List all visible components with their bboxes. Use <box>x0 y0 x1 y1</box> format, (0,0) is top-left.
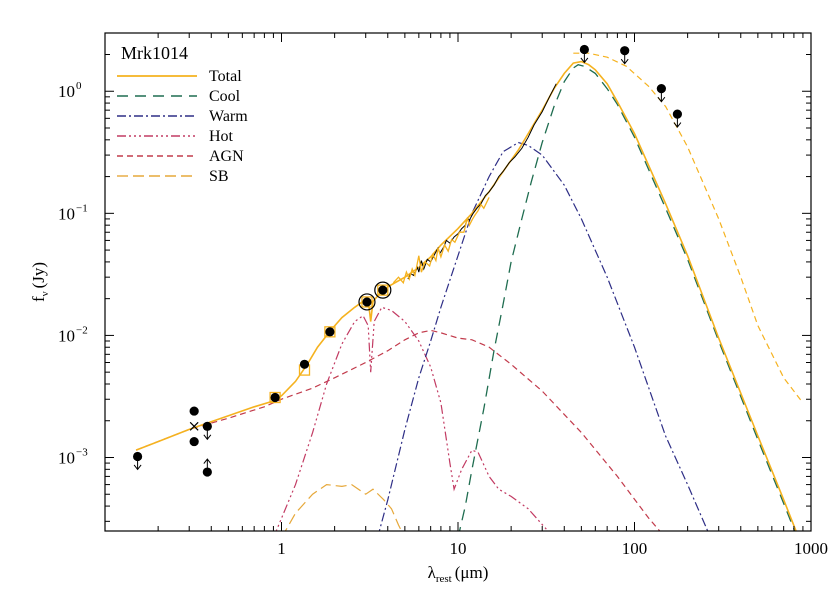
fir-extrapolation-line <box>573 52 804 404</box>
upper-limit-arrow-11 <box>580 49 589 64</box>
y-axis-label: fν(Jy) <box>29 262 51 302</box>
upper-limit-arrow-12 <box>620 50 629 65</box>
series-hot-line <box>275 306 549 531</box>
photometry-point-1 <box>189 406 199 416</box>
photometry-layer <box>132 44 682 477</box>
y-tick-label: 10 <box>58 326 75 345</box>
series-sb-line <box>284 483 403 531</box>
upper-limit-arrow-13 <box>657 88 666 103</box>
photometry-cross-3 <box>189 421 199 431</box>
model-square-4 <box>377 284 389 296</box>
photometry-point-2 <box>189 436 199 447</box>
photometry-point-10 <box>378 285 388 295</box>
y-tick-label: 10 <box>58 204 75 223</box>
photometry-point-9 <box>362 297 372 307</box>
upper-limit-arrow-4 <box>203 426 212 441</box>
series-warm-line <box>378 141 709 531</box>
model-square-3 <box>361 296 373 308</box>
series-agn-line <box>135 329 661 531</box>
y-tick-exponent: −3 <box>76 446 88 458</box>
y-tick-exponent: −1 <box>76 202 88 214</box>
x-tick-label: 100 <box>622 539 648 558</box>
series-total-line <box>135 60 797 531</box>
y-tick-exponent: −2 <box>76 324 88 336</box>
legend-label-hot: Hot <box>209 128 234 145</box>
x-tick-label: 10 <box>450 539 467 558</box>
legend-label-total: Total <box>209 68 242 85</box>
model-circle-0 <box>358 293 376 311</box>
photometry-point-7 <box>299 359 310 369</box>
curves-layer <box>135 52 804 531</box>
model-circle-1 <box>374 281 392 299</box>
irs-model-spectrum-line <box>392 197 490 285</box>
chart-title: Mrk1014 <box>121 43 188 63</box>
legend: Total Cool Warm Hot AGN SB <box>117 68 248 185</box>
legend-label-sb: SB <box>209 168 229 185</box>
photometry-point-8 <box>325 327 335 337</box>
upper-limit-arrow-14 <box>673 114 682 128</box>
series-cool-line <box>458 63 796 531</box>
photometry-point-6 <box>270 392 280 403</box>
x-axis-label: λrest (μm) <box>428 563 489 585</box>
legend-label-warm: Warm <box>209 108 248 125</box>
model-square-2 <box>324 326 336 338</box>
y-tick-exponent: 0 <box>76 80 82 92</box>
legend-label-agn: AGN <box>209 148 244 165</box>
y-tick-label: 10 <box>58 448 75 467</box>
lower-limit-arrow-5 <box>203 458 212 473</box>
model-square-0 <box>269 391 281 404</box>
x-tick-label: 1000 <box>794 539 828 558</box>
y-tick-label: 10 <box>58 82 75 101</box>
x-tick-label: 1 <box>277 539 286 558</box>
upper-limit-arrow-0 <box>133 456 142 471</box>
legend-label-cool: Cool <box>209 88 241 105</box>
irs-spectrum-line <box>407 83 557 280</box>
